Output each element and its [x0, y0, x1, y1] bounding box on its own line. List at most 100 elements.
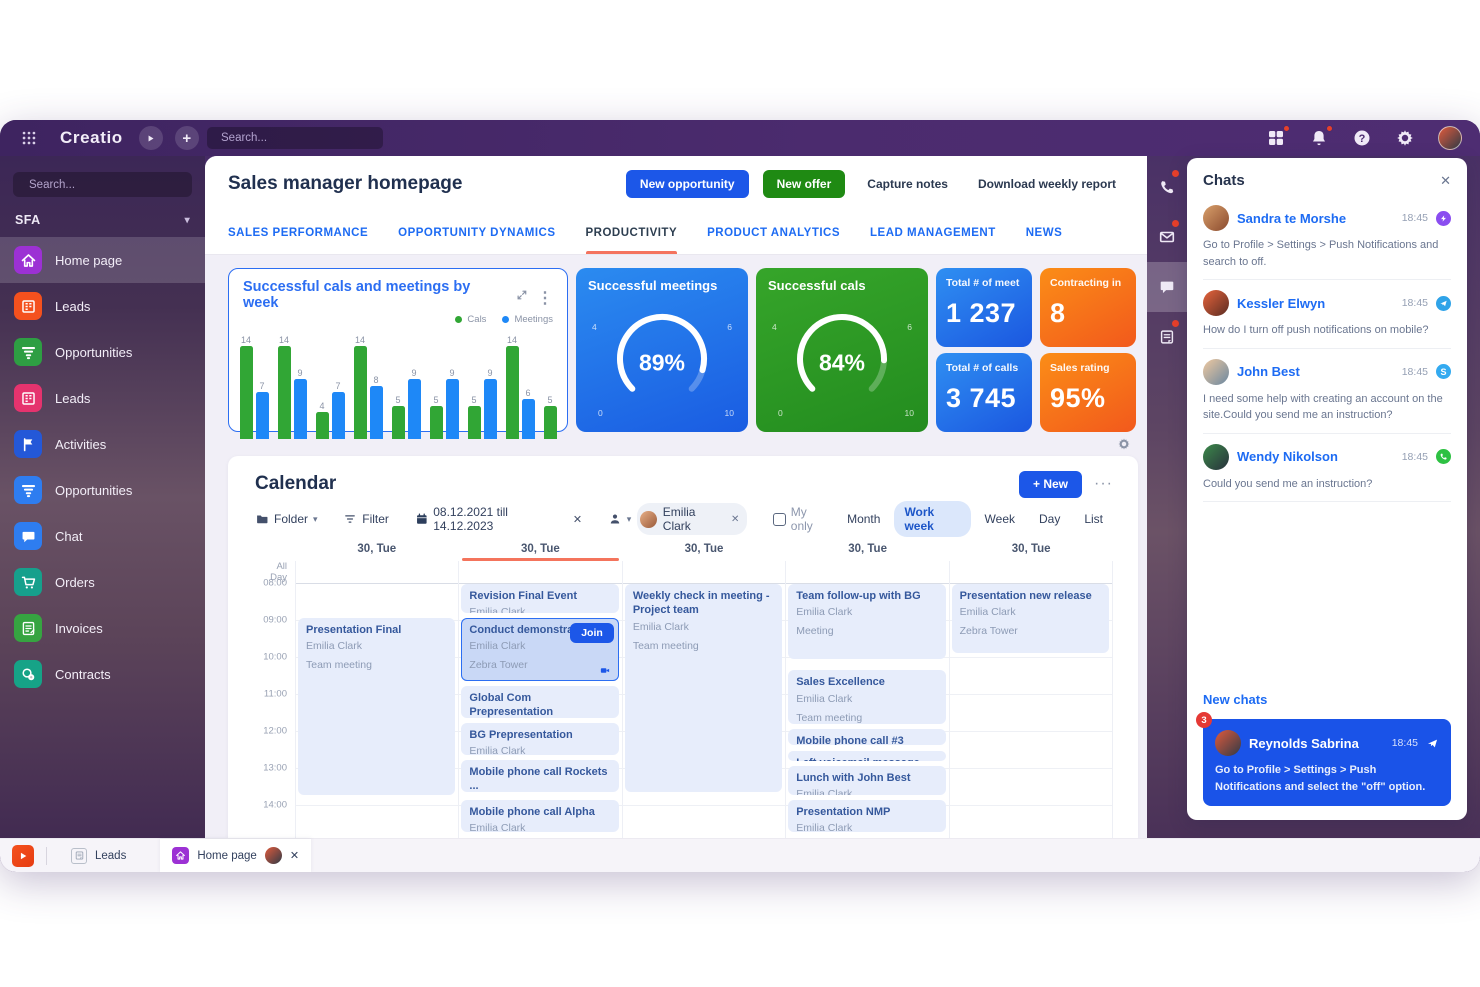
sidebar-item-contracts[interactable]: Contracts [0, 651, 205, 697]
sidebar-item-chat[interactable]: Chat [0, 513, 205, 559]
calendar-event[interactable]: Presentation NMP Emilia Clark [788, 799, 946, 832]
calendar-event[interactable]: BG Prepresentation Emilia Clark [461, 722, 619, 755]
bar-cals[interactable] [353, 346, 367, 439]
bar-wrap: 8 [369, 375, 383, 439]
bar-cals[interactable] [239, 346, 253, 439]
tab-product-analytics[interactable]: PRODUCT ANALYTICS [707, 226, 841, 239]
calendar-new-button[interactable]: + New [1019, 470, 1083, 498]
expand-icon[interactable] [515, 288, 529, 302]
tab-productivity[interactable]: PRODUCTIVITY [585, 211, 678, 254]
bar-meetings[interactable] [407, 379, 421, 439]
tiles-icon[interactable] [1266, 125, 1290, 148]
person-chip[interactable]: Emilia Clark ✕ [637, 503, 748, 535]
bar-cals[interactable] [391, 406, 405, 439]
bar-cals[interactable] [429, 406, 443, 439]
close-icon[interactable]: ✕ [1440, 172, 1451, 188]
workspace-selector[interactable]: SFA ▾ [15, 213, 190, 227]
bar-cals[interactable] [467, 406, 481, 439]
add-button[interactable]: + [174, 126, 199, 150]
taskbar-tab-home[interactable]: Home page ✕ [160, 838, 312, 872]
sidebar-item-home-page[interactable]: Home page [0, 237, 205, 283]
view-mode-work-week[interactable]: Work week [894, 501, 971, 537]
bar-meetings[interactable] [255, 392, 269, 439]
bar-meetings[interactable] [369, 386, 383, 439]
calendar-event[interactable]: Presentation Final Emilia Clark Team meeti… [298, 617, 456, 795]
bar-meetings[interactable] [293, 379, 307, 439]
rail-chatbubble-button[interactable] [1147, 262, 1187, 312]
new-offer-button[interactable]: New offer [762, 169, 846, 198]
calendar-event[interactable]: Sales Excellence Emilia Clark Team meeting [788, 670, 946, 724]
rail-phone-button[interactable] [1147, 162, 1187, 212]
filter-control[interactable]: Filter [343, 512, 389, 526]
bar-cals[interactable] [543, 406, 557, 439]
calendar-event[interactable]: Mobile phone call Alpha Emilia Clark [461, 799, 619, 832]
my-only-toggle[interactable]: My only [773, 505, 831, 533]
tab-opportunity-dynamics[interactable]: OPPORTUNITY DYNAMICS [398, 226, 556, 239]
view-mode-week[interactable]: Week [984, 512, 1015, 526]
clear-date-icon[interactable]: ✕ [572, 513, 583, 526]
my-only-checkbox[interactable] [773, 512, 786, 526]
folder-filter[interactable]: Folder ▾ [255, 512, 318, 526]
calendar-event[interactable]: Weekly check in meeting - Project team Em… [624, 584, 783, 792]
chat-list-item[interactable]: Sandra te Morshe 18:45 Go to Profile > Set… [1203, 195, 1451, 280]
sidebar-item-opportunities[interactable]: Opportunities [0, 467, 205, 513]
calendar-more-icon[interactable]: ··· [1094, 475, 1113, 492]
gear-icon[interactable] [1395, 128, 1415, 148]
chat-list-item[interactable]: Kessler Elwyn 18:45 How do I turn off push… [1203, 280, 1451, 349]
view-mode-list[interactable]: List [1084, 512, 1104, 526]
tab-sales-performance[interactable]: SALES PERFORMANCE [228, 226, 369, 239]
tab-lead-management[interactable]: LEAD MANAGEMENT [870, 226, 996, 239]
calendar-event[interactable]: Lunch with John Best Emilia Clark [788, 765, 946, 795]
view-mode-day[interactable]: Day [1039, 512, 1061, 526]
sidebar-search[interactable] [13, 172, 192, 197]
kebab-menu-icon[interactable]: ⋮ [537, 290, 553, 307]
sidebar-item-opportunities[interactable]: Opportunities [0, 329, 205, 375]
bell-icon[interactable] [1309, 125, 1333, 148]
calendar-event[interactable]: Team follow-up with BG Emilia Clark Meetin… [788, 584, 946, 660]
bar-meetings[interactable] [445, 379, 459, 439]
new-chat-card[interactable]: 3 Reynolds Sabrina 18:45 Go to Profile >… [1196, 712, 1451, 806]
bar-meetings[interactable] [483, 379, 497, 439]
dashboard-settings-icon[interactable] [1117, 437, 1131, 451]
chat-list-item[interactable]: John Best 18:45 S I need some help with cre… [1203, 349, 1451, 434]
sidebar-item-leads[interactable]: Leads [0, 375, 205, 421]
calendar-event[interactable]: Mobile phone call #3 [788, 728, 946, 746]
calendar-event[interactable]: Presentation new release Emilia Clark Zebr… [951, 584, 1110, 653]
global-search[interactable] [207, 127, 383, 149]
help-icon[interactable]: ? [1352, 128, 1372, 148]
download-weekly-report-button[interactable]: Download weekly report [970, 170, 1124, 198]
sidebar-item-leads[interactable]: Leads [0, 283, 205, 329]
new-opportunity-button[interactable]: New opportunity [625, 169, 749, 198]
chat-list-item[interactable]: Wendy Nikolson 18:45 Could you send me an … [1203, 434, 1451, 502]
sidebar-item-invoices[interactable]: Invoices [0, 605, 205, 651]
bar-cals[interactable] [315, 412, 329, 439]
bar-meetings[interactable] [521, 399, 535, 439]
calendar-event[interactable]: Left voicemail message [788, 750, 946, 761]
owner-filter[interactable]: ▾ [608, 512, 631, 526]
bar-cals[interactable] [277, 346, 291, 439]
sidebar-item-activities[interactable]: Activities [0, 421, 205, 467]
tab-news[interactable]: NEWS [1025, 226, 1063, 239]
bar-meetings[interactable] [331, 392, 345, 439]
view-mode-month[interactable]: Month [847, 512, 881, 526]
join-button[interactable]: Join [570, 622, 614, 643]
rail-mail-button[interactable] [1147, 212, 1187, 262]
play-button[interactable] [138, 126, 163, 150]
global-search-input[interactable] [221, 132, 375, 144]
calendar-event[interactable]: Mobile phone call Rockets ...Emilia Clar… [461, 759, 619, 792]
taskbar-tab-leads[interactable]: Leads [59, 839, 138, 873]
sidebar-search-input[interactable] [29, 178, 183, 191]
calendar-event[interactable]: Conduct demonstration Emilia Clark Zebra T… [461, 617, 619, 681]
sidebar-item-orders[interactable]: Orders [0, 559, 205, 605]
bar-cals[interactable] [505, 346, 519, 439]
rail-feed-button[interactable] [1147, 312, 1187, 362]
remove-chip-icon[interactable]: ✕ [731, 513, 740, 525]
creatio-taskbar-logo[interactable] [12, 844, 34, 867]
capture-notes-button[interactable]: Capture notes [859, 170, 956, 198]
app-grid-icon[interactable] [20, 129, 38, 147]
avatar[interactable] [1438, 126, 1462, 150]
date-range-filter[interactable]: 08.12.2021 till 14.12.2023 ✕ [415, 505, 582, 533]
close-tab-icon[interactable]: ✕ [289, 850, 300, 862]
calendar-event[interactable]: Revision Final Event Emilia Clark [461, 584, 619, 613]
